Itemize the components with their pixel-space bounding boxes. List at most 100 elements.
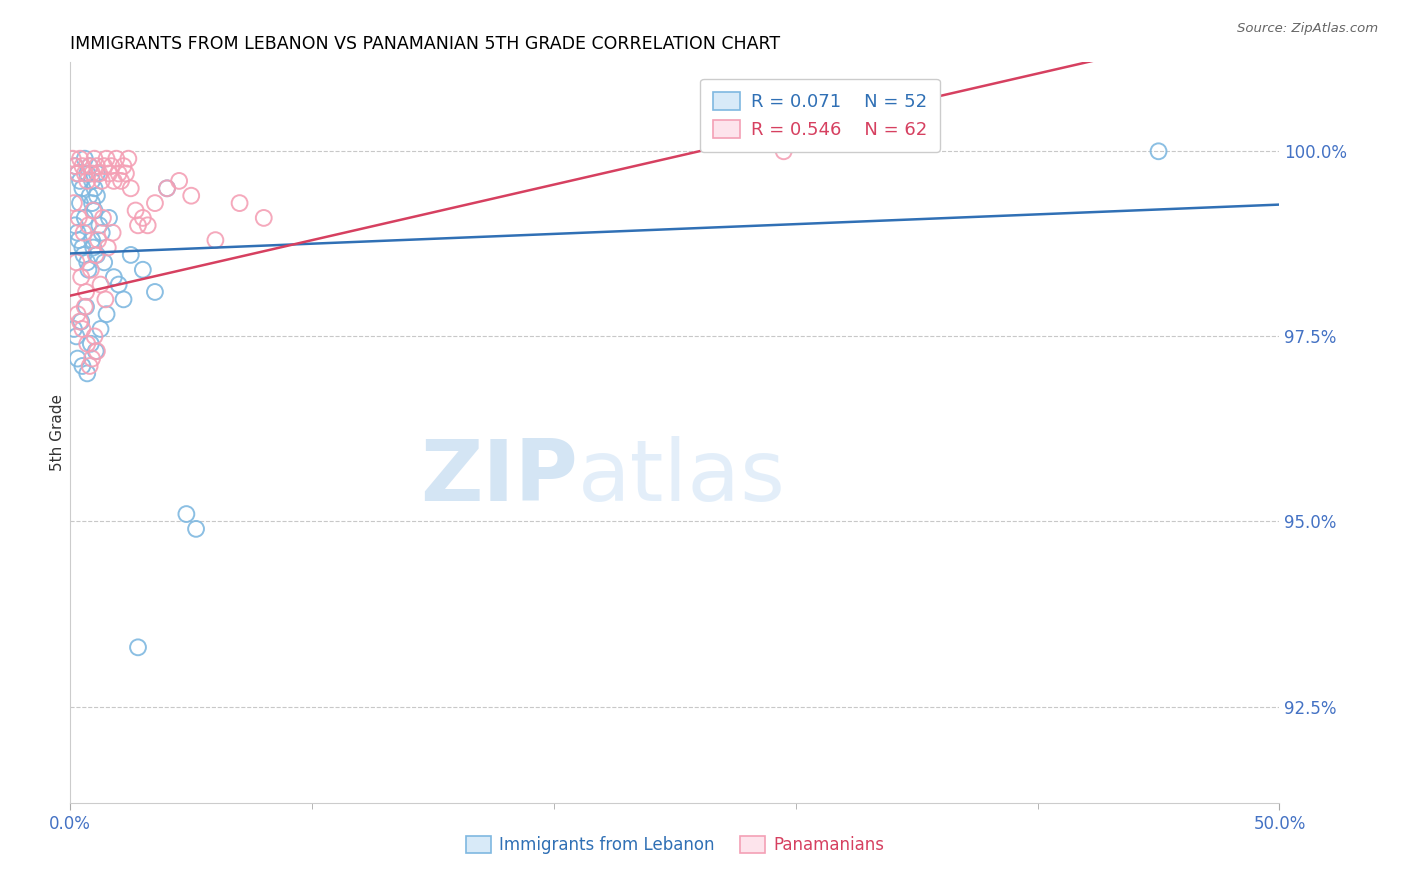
- Point: [90, 174, 112, 188]
- Point: [73, 300, 96, 314]
- Point: [83, 181, 105, 195]
- Point: [76, 174, 98, 188]
- Point: [79, 159, 101, 173]
- Point: [75, 285, 97, 299]
- Point: [82, 203, 104, 218]
- Point: [84, 344, 107, 359]
- Point: [101, 226, 124, 240]
- Point: [91, 211, 114, 225]
- Point: [76, 255, 98, 269]
- Point: [79, 159, 101, 173]
- Point: [120, 248, 142, 262]
- Point: [83, 152, 105, 166]
- Point: [143, 285, 166, 299]
- Point: [80, 233, 103, 247]
- Point: [103, 270, 125, 285]
- Point: [184, 522, 207, 536]
- Point: [73, 152, 96, 166]
- Legend: Immigrants from Lebanon, Panamanians: Immigrants from Lebanon, Panamanians: [460, 830, 890, 861]
- Point: [96, 307, 118, 321]
- Point: [76, 167, 98, 181]
- Point: [80, 167, 103, 181]
- Point: [73, 167, 96, 181]
- Point: [80, 262, 103, 277]
- Point: [83, 203, 105, 218]
- Point: [63, 196, 86, 211]
- Point: [72, 226, 94, 240]
- Point: [80, 196, 103, 211]
- Point: [80, 351, 103, 366]
- Point: [89, 219, 111, 233]
- Point: [132, 211, 155, 225]
- Point: [204, 233, 226, 247]
- Point: [98, 211, 121, 225]
- Point: [63, 159, 86, 173]
- Point: [107, 167, 129, 181]
- Point: [93, 159, 115, 173]
- Point: [69, 174, 91, 188]
- Point: [66, 167, 89, 181]
- Point: [167, 174, 190, 188]
- Point: [83, 329, 105, 343]
- Point: [70, 315, 93, 329]
- Point: [228, 196, 250, 211]
- Point: [86, 344, 108, 359]
- Point: [66, 351, 89, 366]
- Text: ZIP: ZIP: [420, 435, 578, 518]
- Point: [65, 255, 87, 269]
- Point: [103, 174, 125, 188]
- Point: [72, 241, 94, 255]
- Point: [117, 152, 139, 166]
- Point: [100, 159, 122, 173]
- Point: [63, 159, 86, 173]
- Point: [69, 315, 91, 329]
- Point: [69, 196, 91, 211]
- Point: [69, 152, 91, 166]
- Point: [86, 167, 108, 181]
- Point: [127, 219, 149, 233]
- Point: [94, 293, 117, 307]
- Point: [79, 359, 101, 373]
- Point: [72, 248, 94, 262]
- Point: [67, 233, 90, 247]
- Point: [124, 203, 146, 218]
- Point: [84, 248, 107, 262]
- Point: [253, 211, 276, 225]
- Point: [132, 262, 155, 277]
- Point: [120, 181, 142, 195]
- Point: [107, 277, 129, 292]
- Point: [156, 181, 179, 195]
- Point: [115, 167, 138, 181]
- Point: [73, 211, 96, 225]
- Point: [89, 167, 111, 181]
- Point: [67, 211, 90, 225]
- Point: [105, 152, 128, 166]
- Text: atlas: atlas: [578, 435, 786, 518]
- Point: [66, 167, 89, 181]
- Point: [65, 329, 87, 343]
- Point: [96, 152, 118, 166]
- Point: [86, 159, 108, 173]
- Point: [72, 159, 94, 173]
- Point: [72, 359, 94, 373]
- Point: [72, 181, 94, 195]
- Point: [772, 145, 794, 159]
- Point: [176, 507, 198, 521]
- Point: [62, 152, 84, 166]
- Point: [66, 307, 89, 321]
- Point: [86, 188, 108, 202]
- Point: [143, 196, 166, 211]
- Point: [110, 174, 132, 188]
- Point: [127, 640, 149, 655]
- Point: [86, 248, 108, 262]
- Point: [98, 167, 121, 181]
- Point: [112, 293, 135, 307]
- Point: [180, 188, 202, 202]
- Point: [79, 188, 101, 202]
- Point: [77, 219, 100, 233]
- Point: [70, 270, 93, 285]
- Point: [76, 367, 98, 381]
- Y-axis label: 5th Grade: 5th Grade: [49, 394, 65, 471]
- Point: [136, 219, 159, 233]
- Point: [97, 241, 120, 255]
